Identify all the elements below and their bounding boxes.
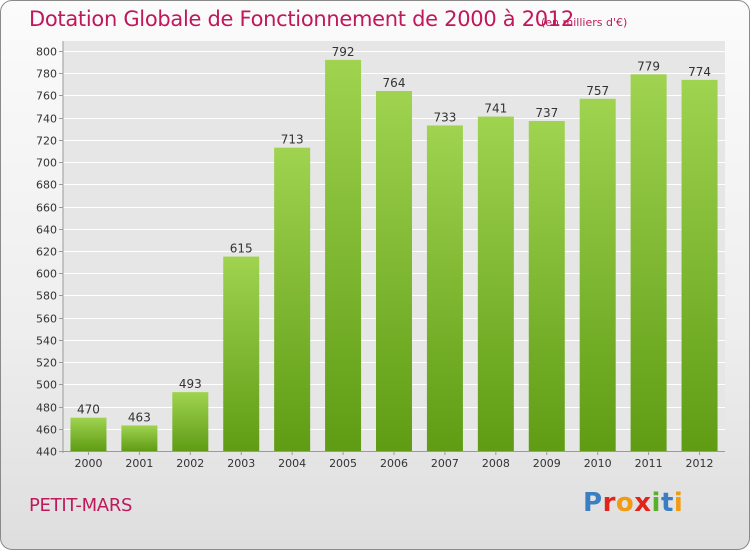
proxiti-logo: Proxiti — [583, 488, 683, 524]
logo-letter: x — [634, 488, 652, 518]
bar-2006 — [376, 91, 412, 451]
x-tick-label: 2002 — [176, 457, 204, 470]
bar-value-label: 733 — [433, 110, 456, 124]
x-tick-label: 2007 — [431, 457, 459, 470]
y-tick-label: 520 — [36, 357, 57, 370]
bar-value-label: 463 — [128, 410, 151, 424]
x-tick-label: 2005 — [329, 457, 357, 470]
x-tick-label: 2001 — [125, 457, 153, 470]
logo-letter: t — [660, 488, 674, 518]
bar-2007 — [426, 125, 463, 451]
y-tick-label: 580 — [36, 290, 57, 303]
y-tick-label: 780 — [36, 68, 57, 81]
bar-2003 — [223, 256, 260, 451]
x-tick-label: 2010 — [584, 457, 612, 470]
x-tick-label: 2011 — [635, 457, 663, 470]
logo-letter: r — [602, 488, 616, 518]
commune-name: PETIT-MARS — [29, 495, 133, 516]
x-tick-label: 2008 — [482, 457, 510, 470]
y-tick-label: 680 — [36, 179, 57, 192]
bars: 470 463 493 615 713 792 764 733 741 737 757 779 774 — [70, 45, 718, 452]
unit-note: (en milliers d'€) — [541, 16, 628, 29]
logo-letter: o — [615, 488, 635, 518]
bar-value-label: 737 — [535, 106, 558, 120]
bar-value-label: 792 — [332, 45, 355, 59]
y-tick-label: 460 — [36, 424, 57, 437]
bar-value-label: 615 — [230, 242, 253, 256]
bar-value-label: 493 — [179, 377, 202, 391]
x-tick-label: 2009 — [533, 457, 561, 470]
x-tick-label: 2006 — [380, 457, 408, 470]
y-tick-label: 740 — [36, 113, 57, 126]
bar-2008 — [477, 116, 514, 452]
y-tick-label: 600 — [36, 268, 57, 281]
bar-2011 — [630, 74, 667, 451]
x-axis-labels: 2000 2001 2002 2003 2004 2005 2006 2007 2008 2009… — [74, 451, 714, 470]
y-tick-label: 700 — [36, 157, 57, 170]
y-tick-label: 480 — [36, 402, 57, 415]
bar-2004 — [274, 147, 311, 451]
y-axis-labels: 440 460 480 500 520 540 560 580 600 620 640 660 680 7… — [36, 46, 57, 459]
bar-value-label: 741 — [484, 102, 507, 116]
bar-2012 — [681, 79, 718, 451]
bar-value-label: 757 — [586, 84, 609, 98]
logo-letter: P — [583, 488, 603, 518]
y-tick-label: 500 — [36, 379, 57, 392]
y-tick-label: 760 — [36, 90, 57, 103]
bar-value-label: 713 — [281, 133, 304, 147]
logo-letter: i — [651, 488, 661, 518]
logo-letter: i — [673, 488, 684, 518]
y-tick-label: 800 — [36, 46, 57, 59]
y-tick-label: 440 — [36, 446, 57, 459]
y-tick-label: 540 — [36, 335, 57, 348]
x-tick-label: 2003 — [227, 457, 255, 470]
x-tick-label: 2004 — [278, 457, 306, 470]
bar-value-label: 774 — [688, 65, 711, 79]
y-tick-label: 620 — [36, 246, 57, 259]
bar-2002 — [172, 392, 209, 451]
y-tick-label: 720 — [36, 135, 57, 148]
bar-value-label: 779 — [637, 59, 660, 73]
y-tick-label: 640 — [36, 224, 57, 237]
bar-2005 — [325, 59, 362, 452]
bar-value-label: 470 — [77, 403, 100, 417]
bar-2009 — [528, 121, 565, 451]
y-tick-label: 660 — [36, 202, 57, 215]
y-tick-label: 560 — [36, 313, 57, 326]
bar-2010 — [579, 98, 616, 452]
bar-2001 — [121, 425, 158, 451]
bar-value-label: 764 — [383, 76, 406, 90]
chart-title: Dotation Globale de Fonctionnement de 20… — [29, 7, 574, 31]
x-tick-label: 2012 — [686, 457, 714, 470]
x-tick-label: 2000 — [74, 457, 102, 470]
bar-2000 — [70, 417, 107, 451]
